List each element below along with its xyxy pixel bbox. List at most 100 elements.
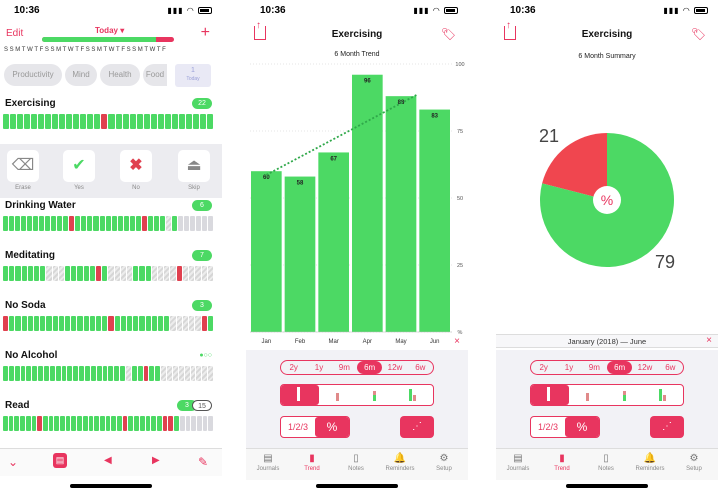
habit-day-cell[interactable] [120, 266, 127, 281]
habit-day-cell[interactable] [83, 316, 89, 331]
x-icon[interactable]: ✖ [120, 150, 152, 182]
habit-day-cell[interactable] [46, 266, 52, 281]
habit-day-cell[interactable] [202, 416, 208, 431]
habit-row[interactable]: Read 3 15 [0, 400, 222, 442]
habit-day-cell[interactable] [128, 416, 134, 431]
habit-day-cell[interactable] [89, 266, 96, 281]
habit-day-cell[interactable] [44, 366, 49, 381]
habit-day-cell[interactable] [201, 266, 207, 281]
habit-day-cell[interactable] [34, 266, 40, 281]
habit-day-cell[interactable] [150, 114, 157, 129]
habit-day-cell[interactable] [45, 216, 51, 231]
habit-day-cell[interactable] [105, 216, 111, 231]
habit-day-cell[interactable] [149, 366, 155, 381]
habit-day-cell[interactable] [32, 366, 38, 381]
habit-day-cell[interactable] [3, 366, 8, 381]
habit-day-cell[interactable] [10, 114, 17, 129]
range-option-9m[interactable]: 9m [338, 363, 350, 372]
compose-icon[interactable]: ✎ [198, 455, 209, 469]
chip-mind[interactable]: Mind [65, 64, 97, 86]
habit-day-cell[interactable] [145, 316, 151, 331]
habit-day-cell[interactable] [167, 366, 172, 381]
habit-day-cell[interactable] [65, 416, 71, 431]
habit-day-cell[interactable] [83, 266, 89, 281]
habit-day-cell[interactable] [171, 114, 178, 129]
habit-day-cell[interactable] [93, 216, 99, 231]
habit-day-cell[interactable] [127, 316, 133, 331]
bar-may[interactable] [385, 96, 417, 332]
habit-day-cell[interactable] [20, 416, 25, 431]
habit-day-cell[interactable] [136, 114, 143, 129]
habit-day-cell[interactable] [114, 266, 120, 281]
habit-day-cell[interactable] [27, 216, 33, 231]
add-habit-button[interactable]: + [200, 24, 210, 41]
habit-day-cell[interactable] [102, 266, 108, 281]
habit-day-cell[interactable] [164, 316, 170, 331]
habit-day-cell[interactable] [33, 216, 39, 231]
habit-day-cell[interactable] [21, 216, 27, 231]
habit-day-cell[interactable] [105, 416, 111, 431]
habit-day-cell[interactable] [129, 216, 135, 231]
habit-day-cell[interactable] [71, 416, 77, 431]
habit-day-cell[interactable] [34, 316, 40, 331]
habit-day-cell[interactable] [14, 416, 20, 431]
habit-day-cell[interactable] [3, 316, 9, 331]
habit-day-cell[interactable] [8, 416, 14, 431]
habit-day-cell[interactable] [94, 114, 101, 129]
habit-day-cell[interactable] [122, 114, 129, 129]
habit-day-cell[interactable] [191, 416, 196, 431]
habit-day-cell[interactable] [31, 114, 38, 129]
habit-day-cell[interactable] [196, 216, 202, 231]
habit-day-cell[interactable] [143, 114, 150, 129]
habit-row[interactable]: No Alcohol ●○○ [0, 350, 222, 392]
habit-day-cell[interactable] [26, 366, 32, 381]
habit-day-cell[interactable] [159, 216, 165, 231]
habit-day-cell[interactable] [73, 366, 79, 381]
chip-today[interactable]: 1 Today [175, 64, 211, 87]
habit-day-cell[interactable] [164, 266, 170, 281]
previous-icon[interactable]: ◀ [104, 455, 112, 466]
habit-day-cell[interactable] [151, 416, 156, 431]
habit-day-cell[interactable] [145, 266, 151, 281]
habit-day-cell[interactable] [80, 114, 87, 129]
habit-day-cell[interactable] [164, 114, 171, 129]
habit-day-cell[interactable] [202, 216, 208, 231]
bar-jan[interactable] [251, 171, 282, 332]
habit-day-cell[interactable] [65, 316, 71, 331]
habit-day-cell[interactable] [54, 416, 60, 431]
bar-apr[interactable] [352, 74, 383, 332]
habit-day-cell[interactable] [96, 316, 102, 331]
tab-notes[interactable]: ▯ Notes [334, 453, 378, 472]
habit-day-cell[interactable] [58, 266, 65, 281]
style-stacked-bar[interactable] [319, 385, 357, 405]
habit-day-cell[interactable] [15, 216, 21, 231]
habit-day-cell[interactable] [9, 266, 15, 281]
habit-day-cell[interactable] [114, 316, 120, 331]
habit-day-cell[interactable] [157, 114, 164, 129]
habit-day-cell[interactable] [120, 366, 126, 381]
habit-day-cell[interactable] [96, 266, 102, 281]
habit-day-cell[interactable] [87, 216, 93, 231]
habit-day-cell[interactable] [101, 114, 108, 129]
range-option-9m[interactable]: 9m [588, 363, 600, 372]
tab-reminders[interactable]: 🔔 Reminders [628, 453, 672, 472]
habit-day-cell[interactable] [31, 416, 37, 431]
habit-day-cell[interactable] [208, 216, 214, 231]
habit-day-cell[interactable] [67, 366, 73, 381]
habit-day-cell[interactable] [135, 216, 141, 231]
habit-day-cell[interactable] [133, 266, 139, 281]
share-icon[interactable] [254, 20, 266, 40]
habit-day-cell[interactable] [89, 316, 96, 331]
range-option-1y[interactable]: 1y [314, 363, 324, 372]
habit-day-cell[interactable] [196, 366, 202, 381]
habit-day-cell[interactable] [206, 114, 213, 129]
edit-button[interactable]: Edit [6, 28, 24, 39]
habit-day-cell[interactable] [66, 114, 73, 129]
habit-day-cell[interactable] [174, 416, 179, 431]
habit-day-cell[interactable] [139, 316, 145, 331]
habit-day-cell[interactable] [145, 416, 151, 431]
habit-day-cell[interactable] [183, 216, 189, 231]
habit-day-cell[interactable] [8, 366, 14, 381]
style-single-bar[interactable] [281, 385, 319, 405]
habit-day-cell[interactable] [55, 366, 61, 381]
